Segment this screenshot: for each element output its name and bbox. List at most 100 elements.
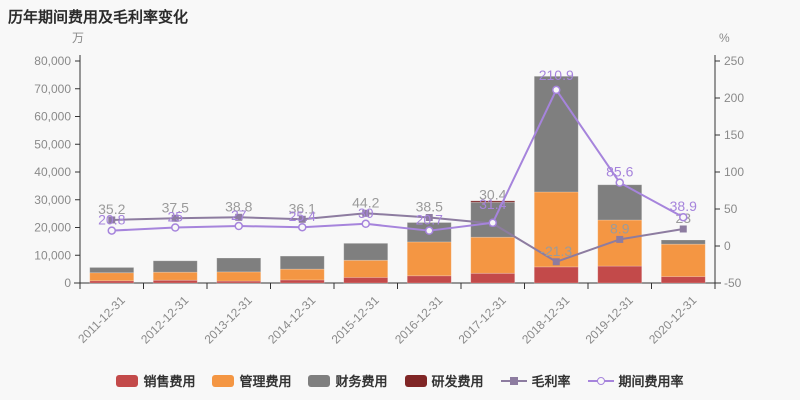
legend-item-finance-expense[interactable]: 财务费用 xyxy=(308,371,388,390)
y-axis-left-tick-label: 10,000 xyxy=(34,248,71,262)
bar-segment[interactable] xyxy=(406,241,452,277)
data-label: 25.4 xyxy=(289,208,316,224)
circle-marker[interactable] xyxy=(234,221,243,231)
legend-item-admin-expense[interactable]: 管理费用 xyxy=(212,371,291,390)
circle-marker[interactable] xyxy=(552,85,561,95)
data-label: 38.9 xyxy=(670,198,697,214)
circle-marker[interactable] xyxy=(107,226,116,235)
bar-segment[interactable] xyxy=(89,267,135,274)
circle-marker[interactable] xyxy=(171,223,180,232)
bar-segment[interactable] xyxy=(152,260,198,273)
y-axis-right-tick-label: 0 xyxy=(724,239,731,253)
legend-swatch-icon xyxy=(116,374,139,387)
circle-marker[interactable] xyxy=(298,222,307,232)
y-axis-left-tick-label: 30,000 xyxy=(34,193,71,207)
bar-segment[interactable] xyxy=(660,239,706,245)
bar-segment[interactable] xyxy=(597,265,643,284)
data-label: 8.9 xyxy=(610,220,630,236)
y-axis-right-tick-label: 150 xyxy=(724,128,744,142)
y-axis-left-tick-label: 70,000 xyxy=(34,82,71,96)
circle-marker[interactable] xyxy=(425,226,434,235)
legend-item-period-expense-ratio[interactable]: 期间费用率 xyxy=(587,371,684,390)
y-axis-left-tick-label: 50,000 xyxy=(34,137,71,151)
y-axis-left-tick-label: 60,000 xyxy=(34,110,71,124)
circle-marker[interactable] xyxy=(488,218,497,228)
data-label: 210.9 xyxy=(539,67,574,83)
legend-line-circle-icon xyxy=(587,375,614,387)
bar-segment[interactable] xyxy=(89,272,135,282)
x-axis-label: 2012-12-31 xyxy=(138,293,192,347)
bar-segment[interactable] xyxy=(470,200,516,203)
circle-marker[interactable] xyxy=(679,212,688,222)
square-marker[interactable] xyxy=(235,213,243,221)
square-marker[interactable] xyxy=(171,214,179,222)
data-label: 38.5 xyxy=(416,199,443,215)
legend: 销售费用 管理费用 财务费用 研发费用 毛利率 期间费用率 xyxy=(0,371,800,390)
right-axis-unit-label: % xyxy=(719,31,730,45)
data-label: 85.6 xyxy=(606,164,633,180)
bar-segment[interactable] xyxy=(660,243,706,278)
x-axis-label: 2020-12-31 xyxy=(646,293,700,347)
data-label: 27 xyxy=(231,207,247,223)
y-axis-right-tick-label: 250 xyxy=(724,54,744,68)
legend-line-square-icon xyxy=(500,375,527,387)
x-axis-label: 2018-12-31 xyxy=(519,293,573,347)
circle-marker[interactable] xyxy=(361,219,370,229)
legend-item-rd-expense[interactable]: 研发费用 xyxy=(404,371,484,390)
bar-segment[interactable] xyxy=(216,271,262,282)
chart-canvas: 0 10,000 20,000 30,000 40,000 50,000 60,000 70,… xyxy=(34,31,744,347)
bar-segment[interactable] xyxy=(152,279,198,284)
data-label: 44.2 xyxy=(352,194,379,210)
bar-segment[interactable] xyxy=(343,242,389,261)
y-axis-left-tick-label: 40,000 xyxy=(34,165,71,179)
circle-marker[interactable] xyxy=(615,178,624,187)
legend-label: 管理费用 xyxy=(239,374,292,389)
y-axis-left-tick-label: 20,000 xyxy=(34,221,71,235)
square-marker[interactable] xyxy=(616,235,624,243)
data-label: 20.7 xyxy=(416,212,443,228)
square-marker[interactable] xyxy=(425,214,433,222)
chart-title: 历年期间费用及毛利率变化 xyxy=(8,9,189,26)
bar-segment[interactable] xyxy=(343,259,389,278)
square-marker[interactable] xyxy=(298,215,306,223)
bar-segment[interactable] xyxy=(343,277,389,284)
data-label: 38.8 xyxy=(225,198,252,214)
y-axis-right-tick-label: 100 xyxy=(724,165,744,179)
x-axis-label: 2013-12-31 xyxy=(202,293,256,347)
bar-segment[interactable] xyxy=(470,272,516,284)
x-axis-label: 2014-12-31 xyxy=(265,293,319,347)
data-label: 36.1 xyxy=(289,200,316,216)
x-axis-label: 2019-12-31 xyxy=(583,293,637,347)
legend-label: 期间费用率 xyxy=(618,374,684,389)
line-期间费用率 xyxy=(111,88,684,232)
data-label: 31.4 xyxy=(479,196,506,212)
bar-segment[interactable] xyxy=(406,275,452,284)
bar-segment[interactable] xyxy=(279,255,325,270)
bar-segment[interactable] xyxy=(660,276,706,284)
bar-segment[interactable] xyxy=(533,266,579,284)
bar-segment[interactable] xyxy=(597,219,643,267)
y-axis-left-tick-label: 80,000 xyxy=(34,54,71,68)
bar-segment[interactable] xyxy=(533,191,579,268)
bar-segment[interactable] xyxy=(533,75,579,193)
legend-swatch-icon xyxy=(308,374,331,387)
y-axis-right-tick-label: 50 xyxy=(724,202,738,216)
bar-segment[interactable] xyxy=(216,257,262,273)
square-marker[interactable] xyxy=(552,258,560,266)
square-marker[interactable] xyxy=(362,209,370,217)
legend-item-sales-expense[interactable]: 销售费用 xyxy=(116,371,195,390)
square-marker[interactable] xyxy=(108,216,116,224)
y-axis-left-tick-label: 0 xyxy=(64,276,71,290)
x-axis-label: 2015-12-31 xyxy=(329,293,383,347)
bar-segment[interactable] xyxy=(279,268,325,281)
legend-label: 毛利率 xyxy=(531,374,571,389)
y-axis-right-tick-label: 200 xyxy=(724,91,744,105)
data-label: 35.2 xyxy=(98,201,125,217)
bar-segment[interactable] xyxy=(470,236,516,274)
legend-item-gross-margin[interactable]: 毛利率 xyxy=(500,371,571,390)
left-axis-unit-label: 万 xyxy=(72,31,84,45)
x-axis-label: 2017-12-31 xyxy=(456,293,510,347)
bar-segment[interactable] xyxy=(279,279,325,284)
bar-segment[interactable] xyxy=(152,271,198,281)
square-marker[interactable] xyxy=(679,225,687,233)
